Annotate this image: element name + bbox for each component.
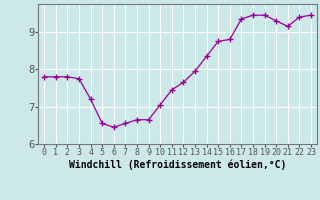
- X-axis label: Windchill (Refroidissement éolien,°C): Windchill (Refroidissement éolien,°C): [69, 160, 286, 170]
